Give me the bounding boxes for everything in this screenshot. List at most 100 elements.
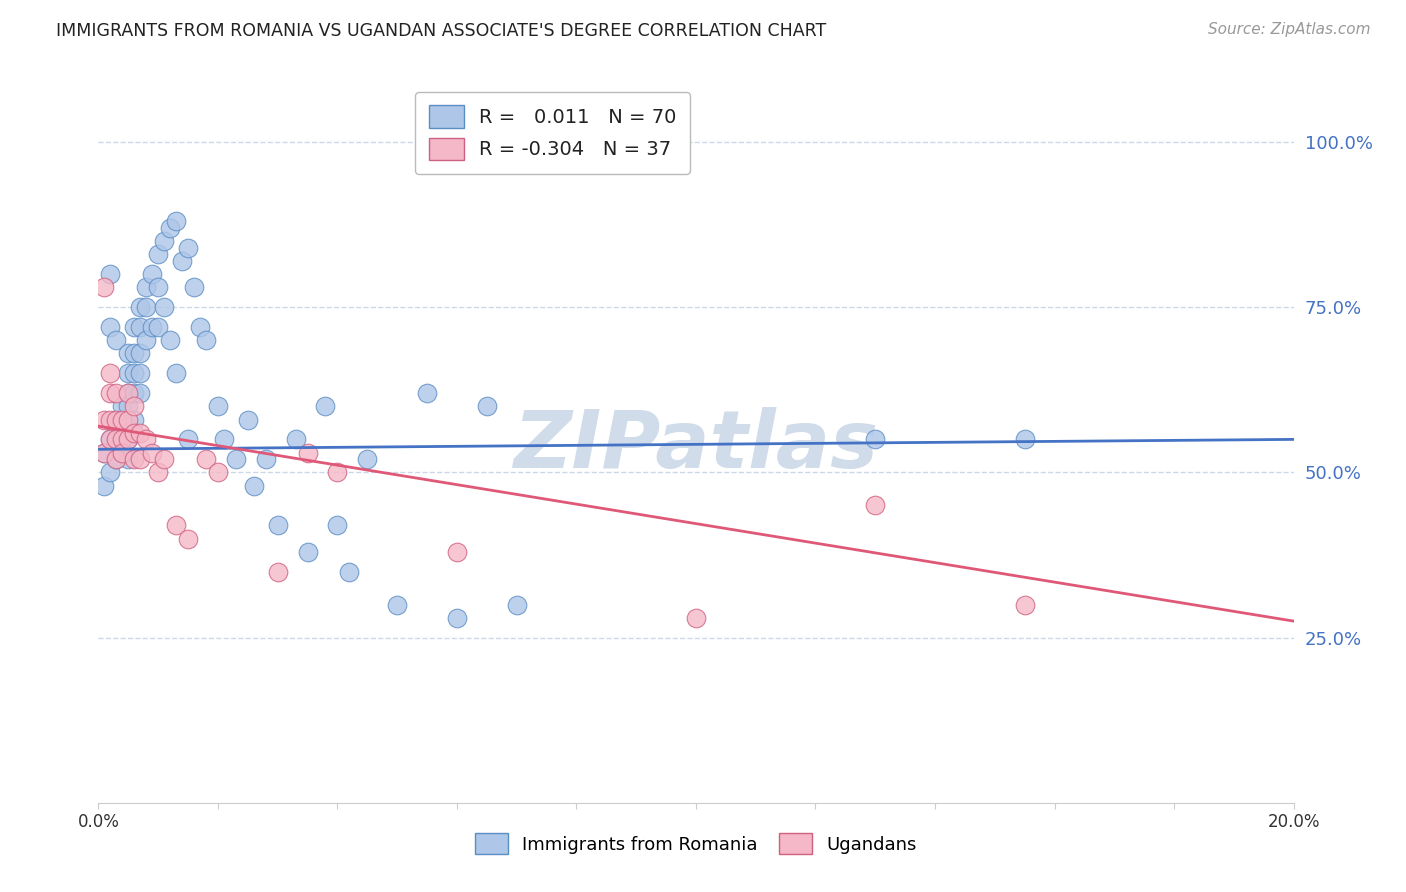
Point [98, 267, 122, 281]
Text: IMMIGRANTS FROM ROMANIA VS UGANDAN ASSOCIATE'S DEGREE CORRELATION CHART: IMMIGRANTS FROM ROMANIA VS UGANDAN ASSOC… [56, 22, 827, 40]
Point [117, 386, 139, 401]
Point [284, 433, 307, 447]
Point [148, 280, 170, 294]
Point [315, 400, 337, 414]
Point [111, 400, 134, 414]
Point [356, 452, 378, 467]
Point [129, 346, 152, 360]
Point [297, 545, 319, 559]
Point [105, 412, 128, 426]
Point [195, 452, 218, 467]
Point [98, 466, 122, 480]
Point [129, 425, 152, 440]
Point [148, 466, 170, 480]
Text: ZIPatlas: ZIPatlas [513, 407, 879, 485]
Point [212, 433, 235, 447]
Point [225, 452, 247, 467]
Point [111, 445, 134, 459]
Point [236, 412, 259, 426]
Point [93, 445, 115, 459]
Point [339, 565, 361, 579]
Point [117, 367, 139, 381]
Point [105, 333, 128, 347]
Point [141, 445, 163, 459]
Point [98, 367, 122, 381]
Point [385, 598, 409, 612]
Point [865, 499, 887, 513]
Point [141, 320, 163, 334]
Point [165, 214, 187, 228]
Point [111, 445, 134, 459]
Point [188, 320, 211, 334]
Point [207, 400, 229, 414]
Point [129, 452, 152, 467]
Point [177, 241, 200, 255]
Point [124, 320, 146, 334]
Point [111, 412, 134, 426]
Point [105, 433, 128, 447]
Point [135, 280, 157, 294]
Point [117, 400, 139, 414]
Point [177, 433, 200, 447]
Point [124, 400, 146, 414]
Point [254, 452, 277, 467]
Point [129, 386, 152, 401]
Point [93, 478, 115, 492]
Point [98, 386, 122, 401]
Point [98, 433, 122, 447]
Point [141, 267, 163, 281]
Point [129, 367, 152, 381]
Point [117, 386, 139, 401]
Point [148, 320, 170, 334]
Point [326, 466, 349, 480]
Point [105, 412, 128, 426]
Point [159, 333, 181, 347]
Point [243, 478, 266, 492]
Point [1014, 433, 1036, 447]
Point [153, 234, 176, 248]
Point [135, 433, 157, 447]
Point [195, 333, 218, 347]
Point [129, 320, 152, 334]
Point [124, 386, 146, 401]
Point [135, 333, 157, 347]
Point [297, 445, 319, 459]
Point [177, 532, 200, 546]
Point [153, 452, 176, 467]
Point [129, 300, 152, 314]
Point [117, 346, 139, 360]
Text: Source: ZipAtlas.com: Source: ZipAtlas.com [1208, 22, 1371, 37]
Point [98, 412, 122, 426]
Point [117, 433, 139, 447]
Point [165, 367, 187, 381]
Point [124, 425, 146, 440]
Point [93, 280, 115, 294]
Point [124, 452, 146, 467]
Point [105, 452, 128, 467]
Point [111, 433, 134, 447]
Point [153, 300, 176, 314]
Point [117, 433, 139, 447]
Point [416, 386, 439, 401]
Point [506, 598, 529, 612]
Point [475, 400, 498, 414]
Point [117, 419, 139, 434]
Point [124, 346, 146, 360]
Point [148, 247, 170, 261]
Point [111, 433, 134, 447]
Point [183, 280, 205, 294]
Point [124, 367, 146, 381]
Point [105, 386, 128, 401]
Point [685, 611, 707, 625]
Point [98, 320, 122, 334]
Point [105, 452, 128, 467]
Point [159, 221, 181, 235]
Point [165, 518, 187, 533]
Point [172, 254, 194, 268]
Point [135, 300, 157, 314]
Point [93, 412, 115, 426]
Legend: Immigrants from Romania, Ugandans: Immigrants from Romania, Ugandans [468, 826, 924, 862]
Point [105, 433, 128, 447]
Point [207, 466, 229, 480]
Point [446, 545, 468, 559]
